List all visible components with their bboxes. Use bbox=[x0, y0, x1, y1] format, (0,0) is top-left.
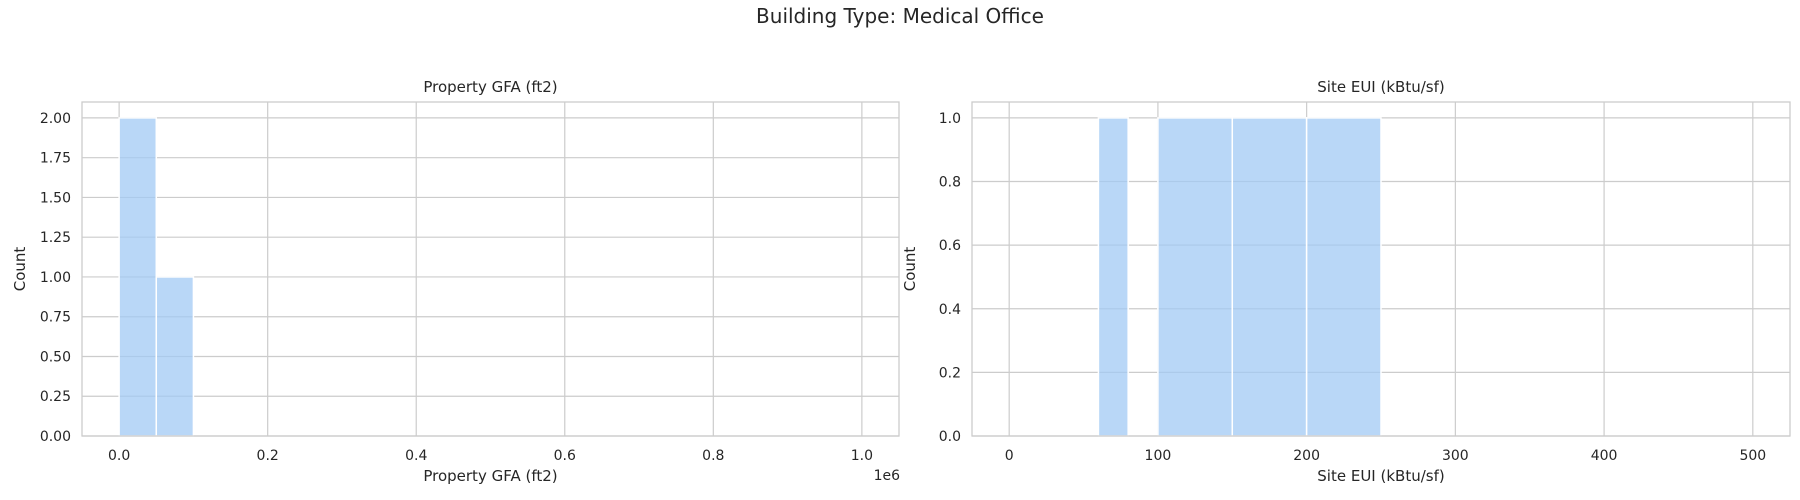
y-tick-label: 1.0 bbox=[939, 111, 961, 127]
x-axis-label: Property GFA (ft2) bbox=[423, 467, 557, 485]
x-tick-label: 0.2 bbox=[257, 448, 279, 464]
panel-title: Property GFA (ft2) bbox=[423, 78, 557, 96]
figure-title: Building Type: Medical Office bbox=[756, 4, 1044, 28]
x-tick-label: 500 bbox=[1739, 448, 1766, 464]
x-tick-label: 200 bbox=[1293, 448, 1320, 464]
y-tick-label: 1.25 bbox=[40, 230, 71, 246]
y-tick-label: 0.6 bbox=[939, 238, 961, 254]
y-tick-label: 0.00 bbox=[40, 429, 71, 445]
x-tick-label: 400 bbox=[1591, 448, 1618, 464]
x-tick-label: 0.6 bbox=[554, 448, 576, 464]
plot-frame bbox=[81, 101, 900, 437]
y-tick-label: 1.50 bbox=[40, 190, 71, 206]
y-tick-label: 1.00 bbox=[40, 270, 71, 286]
x-tick-label: 0 bbox=[1005, 448, 1014, 464]
y-tick-label: 0.0 bbox=[939, 429, 961, 445]
histogram-panel-2: 0.0 0.2 0.4 0.6 0.8 1.0 0 100 200 300 400 500 Site E… bbox=[901, 78, 1791, 485]
x-tick-label: 1.0 bbox=[851, 448, 873, 464]
x-tick-label: 300 bbox=[1442, 448, 1469, 464]
y-tick-label: 2.00 bbox=[40, 111, 71, 127]
histogram-panel-1: 0.00 0.25 0.50 0.75 1.00 1.25 1.50 1.75 2.00 0.0 0… bbox=[11, 78, 900, 485]
y-tick-label: 0.25 bbox=[40, 389, 71, 405]
y-tick-label: 0.75 bbox=[40, 310, 71, 326]
histogram-bar bbox=[155, 276, 195, 437]
histogram-bar bbox=[1157, 117, 1234, 437]
y-tick-label: 0.2 bbox=[939, 365, 961, 381]
histogram-bar bbox=[1097, 117, 1129, 437]
x-offset-label: 1e6 bbox=[874, 468, 901, 484]
histogram-bar bbox=[1231, 117, 1308, 437]
x-tick-label: 0.0 bbox=[108, 448, 130, 464]
histogram-bar bbox=[118, 117, 158, 437]
histogram-bar bbox=[1305, 117, 1382, 437]
x-tick-label: 0.4 bbox=[405, 448, 427, 464]
y-axis-label: Count bbox=[901, 247, 919, 292]
y-tick-label: 0.4 bbox=[939, 302, 961, 318]
panel-title: Site EUI (kBtu/sf) bbox=[1317, 78, 1444, 96]
y-axis-label: Count bbox=[11, 247, 29, 292]
y-tick-label: 1.75 bbox=[40, 151, 71, 167]
x-tick-label: 0.8 bbox=[702, 448, 724, 464]
y-tick-label: 0.8 bbox=[939, 175, 961, 191]
plot-frame bbox=[971, 101, 1791, 437]
x-axis-label: Site EUI (kBtu/sf) bbox=[1317, 467, 1444, 485]
y-tick-label: 0.50 bbox=[40, 349, 71, 365]
x-tick-label: 100 bbox=[1145, 448, 1172, 464]
